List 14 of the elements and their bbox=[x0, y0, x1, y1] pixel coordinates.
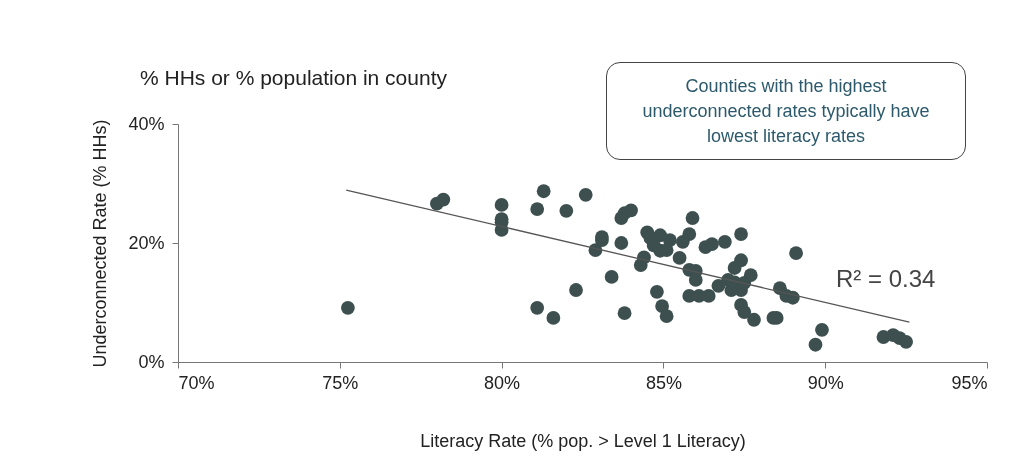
chart-title: % HHs or % population in county bbox=[140, 66, 448, 89]
y-tick-label: 0% bbox=[138, 351, 165, 372]
x-tick-label: 70% bbox=[178, 372, 215, 393]
x-tick-label: 75% bbox=[322, 372, 359, 393]
y-tick-label: 40% bbox=[128, 113, 165, 134]
x-axis-title: Literacy Rate (% pop. > Level 1 Literacy) bbox=[420, 430, 746, 451]
y-axis-title: Underconnected Rate (% HHs) bbox=[90, 119, 111, 368]
annotation: R² = 0.34 bbox=[836, 265, 936, 292]
x-tick-label: 90% bbox=[807, 372, 844, 393]
y-tick-label: 20% bbox=[128, 232, 165, 253]
x-tick-label: 80% bbox=[484, 372, 521, 393]
x-tick-label: 85% bbox=[645, 372, 682, 393]
x-tick-label: 95% bbox=[951, 372, 988, 393]
callout-box: Counties with the highest underconnected rates typically have lowest literacy rates bbox=[606, 62, 966, 160]
